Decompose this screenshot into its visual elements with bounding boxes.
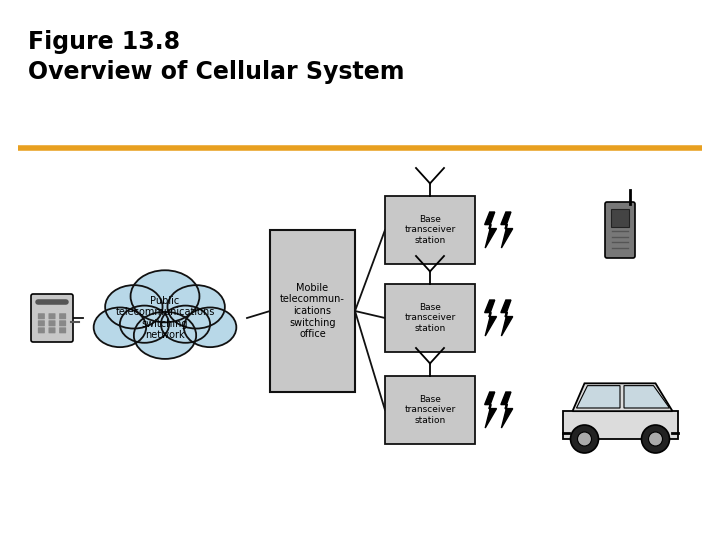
Polygon shape — [624, 386, 670, 408]
FancyBboxPatch shape — [59, 320, 66, 326]
Circle shape — [649, 432, 662, 446]
Ellipse shape — [184, 307, 236, 347]
FancyBboxPatch shape — [48, 313, 55, 319]
Polygon shape — [501, 212, 513, 248]
Text: Public
telecommunications
switching
network: Public telecommunications switching netw… — [115, 295, 215, 340]
FancyBboxPatch shape — [605, 202, 635, 258]
Ellipse shape — [130, 270, 199, 322]
Circle shape — [577, 432, 592, 446]
Circle shape — [642, 425, 670, 453]
Ellipse shape — [94, 307, 146, 347]
FancyBboxPatch shape — [38, 320, 45, 326]
Text: Figure 13.8: Figure 13.8 — [28, 30, 180, 54]
Bar — [385, 376, 475, 444]
Bar — [611, 209, 629, 227]
Text: Base
transceiver
station: Base transceiver station — [405, 215, 456, 245]
FancyBboxPatch shape — [48, 320, 55, 326]
Polygon shape — [485, 212, 497, 248]
Ellipse shape — [105, 285, 163, 328]
Ellipse shape — [120, 306, 169, 343]
Polygon shape — [577, 386, 620, 408]
Bar — [385, 196, 475, 264]
FancyBboxPatch shape — [48, 327, 55, 333]
Ellipse shape — [161, 306, 210, 343]
Polygon shape — [485, 300, 497, 336]
Text: Overview of Cellular System: Overview of Cellular System — [28, 60, 405, 84]
FancyBboxPatch shape — [59, 313, 66, 319]
Polygon shape — [501, 300, 513, 336]
Bar — [385, 284, 475, 352]
FancyBboxPatch shape — [38, 313, 45, 319]
Polygon shape — [572, 383, 672, 411]
FancyBboxPatch shape — [31, 294, 73, 342]
Text: Base
transceiver
station: Base transceiver station — [405, 303, 456, 333]
Polygon shape — [501, 392, 513, 428]
FancyBboxPatch shape — [38, 327, 45, 333]
Polygon shape — [485, 392, 497, 428]
Text: Base
transceiver
station: Base transceiver station — [405, 395, 456, 425]
Text: Mobile
telecommun-
ications
switching
office: Mobile telecommun- ications switching of… — [280, 283, 345, 339]
Bar — [562, 411, 678, 439]
Ellipse shape — [134, 312, 196, 359]
Ellipse shape — [168, 285, 225, 328]
Circle shape — [570, 425, 598, 453]
Bar — [270, 230, 355, 392]
FancyBboxPatch shape — [59, 327, 66, 333]
